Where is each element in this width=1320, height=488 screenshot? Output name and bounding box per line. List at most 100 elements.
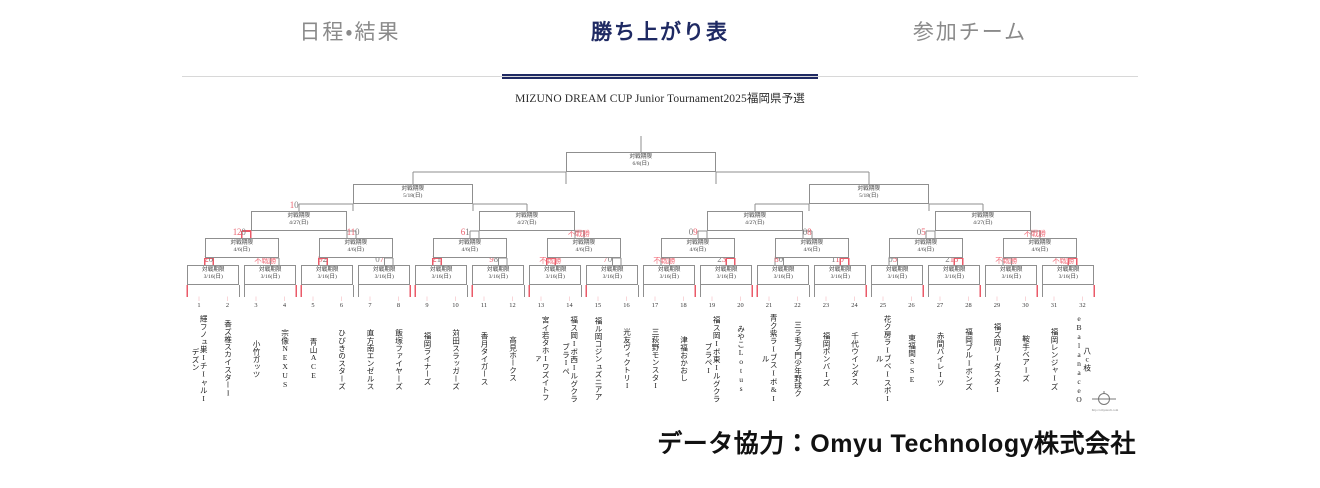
match-node[interactable]: 対戦期限 3/16(日) [700, 265, 753, 285]
match-node[interactable]: 対戦期限 4/6(日) [774, 238, 849, 258]
team-entry[interactable]: | 22 三ラ毛ブ門少年野球ク [778, 297, 818, 405]
match-node[interactable]: 対戦期限 3/16(日) [244, 265, 297, 285]
team-entry[interactable]: | 15 福ル岡コジンュズニアア [578, 297, 618, 405]
tab-schedule-results[interactable]: 日程・結果 [299, 21, 401, 44]
match-node[interactable]: 対戦期限 4/6(日) [660, 238, 735, 258]
match-deadline-label: 対戦期限 [430, 267, 453, 273]
match-node[interactable]: 対戦期限 5/18(日) [808, 184, 929, 204]
match-deadline-label: 対戦期限 [772, 267, 795, 273]
team-entry[interactable]: | 24 千代ウインダス [835, 297, 875, 405]
team-entry[interactable]: | 2 香ズ椎スカイスターI [208, 297, 248, 405]
match-deadline-date: 3/16(日) [1001, 274, 1021, 281]
match-node[interactable]: 対戦期限 3/16(日) [757, 265, 810, 285]
match-deadline-label: 対戦期限 [487, 267, 510, 273]
match-score: 不戦勝 [995, 256, 1018, 265]
team-entry[interactable]: | 16 光友ヴィクトリI [607, 297, 647, 405]
match-node[interactable]: 対戦期限 3/16(日) [415, 265, 468, 285]
match-node[interactable]: 対戦期限 6/8(日) [565, 152, 716, 172]
team-tick-icon: | [910, 297, 912, 302]
match-node[interactable]: 対戦期限 3/16(日) [529, 265, 582, 285]
team-entry[interactable]: | 13 宮イ若タホIワズイトファ [521, 297, 561, 405]
match-deadline-date: 3/16(日) [1058, 274, 1078, 281]
match-node[interactable]: 対戦期限 4/27(日) [250, 211, 347, 231]
match-deadline-label: 対戦期限 [886, 267, 909, 273]
team-tick-icon: | [369, 297, 371, 302]
tab-bracket[interactable]: 勝ち上がり表 [591, 21, 729, 44]
match-node[interactable]: 対戦期限 3/16(日) [586, 265, 639, 285]
team-entry[interactable]: | 8 飯塚ファイヤーズ [379, 297, 419, 405]
team-seed-number: 4 [282, 302, 287, 309]
match-deadline-date: 4/6(日) [233, 247, 250, 254]
match-deadline-label: 対戦期限 [316, 267, 339, 273]
match-node[interactable]: 対戦期限 4/6(日) [318, 238, 393, 258]
match-node[interactable]: 対戦期限 3/16(日) [187, 265, 240, 285]
team-entry[interactable]: | 14 福ス岡Iボ西IルグクラブラIペ [550, 297, 590, 405]
team-entry[interactable]: | 19 福ス岡Iボ東IルグクラブラペI [692, 297, 732, 405]
team-entry[interactable]: | 32 八c枝eBalanaceO [1063, 297, 1103, 405]
match-deadline-date: 3/16(日) [374, 274, 394, 281]
match-node[interactable]: 対戦期限 3/16(日) [358, 265, 411, 285]
score-right: 8 [493, 254, 499, 264]
team-entry[interactable]: | 3 小竹ガッツ [236, 297, 276, 405]
team-seed-number: 3 [254, 302, 258, 309]
match-node[interactable]: 対戦期限 3/16(日) [985, 265, 1038, 285]
team-entry[interactable]: | 18 津福おかおし [664, 297, 704, 405]
team-entry[interactable]: | 6 ひびきのスターズ [322, 297, 362, 405]
team-entry[interactable]: | 5 青山ACE [293, 297, 333, 405]
match-node[interactable]: 対戦期限 3/16(日) [643, 265, 696, 285]
team-entry[interactable]: | 1 輝フノュ巣IチIャルIデズン [179, 297, 219, 405]
team-name: 福ス岡Iボ西IルグクラブラIペ [561, 315, 579, 403]
match-node[interactable]: 対戦期限 4/6(日) [432, 238, 507, 258]
match-node[interactable]: 対戦期限 3/16(日) [1042, 265, 1095, 285]
tab-participating-teams[interactable]: 参加チーム [912, 21, 1028, 44]
team-name: 苅田スラッガーズ [451, 328, 461, 390]
match-deadline-date: 4/27(日) [745, 220, 765, 227]
match-node[interactable]: 対戦期限 4/6(日) [888, 238, 963, 258]
match-deadline-date: 4/27(日) [517, 220, 537, 227]
team-entry[interactable]: | 30 鞍手ベアIズ [1006, 297, 1046, 405]
score-right: 0 [355, 227, 360, 237]
omyu-watermark: http://omyutech.com [1082, 388, 1126, 414]
team-entry[interactable]: | 25 花ク房ラIブベIスボIル [863, 297, 903, 405]
team-entry[interactable]: | 28 福岡ブルIボンズ [949, 297, 989, 405]
team-entry[interactable]: | 10 苅田スラッガーズ [436, 297, 476, 405]
match-deadline-label: 対戦期限 [202, 267, 225, 273]
team-name: 高見ホークス [508, 336, 518, 382]
team-entry[interactable]: | 29 福ズ岡リIダスタI [977, 297, 1017, 405]
match-node[interactable]: 対戦期限 4/6(日) [546, 238, 621, 258]
match-node[interactable]: 対戦期限 5/18(日) [352, 184, 473, 204]
match-node[interactable]: 対戦期限 3/16(日) [871, 265, 924, 285]
score-left: 2 [432, 254, 437, 264]
match-score: 110 [831, 254, 844, 264]
team-entry[interactable]: | 7 直方南エンゼルス [350, 297, 390, 405]
match-deadline-date: 3/16(日) [659, 274, 679, 281]
team-tick-icon: | [1053, 297, 1055, 302]
match-node[interactable]: 対戦期限 3/16(日) [472, 265, 525, 285]
team-entry[interactable]: | 21 青ク紫ラIブスIボ&Iル [749, 297, 789, 405]
team-entry[interactable]: | 31 福岡レンジャIズ [1034, 297, 1074, 405]
team-entry[interactable]: | 11 香月タイガース [464, 297, 504, 405]
team-tick-icon: | [654, 297, 656, 302]
team-entry[interactable]: | 17 三萩野モンスタI [635, 297, 675, 405]
match-node[interactable]: 対戦期限 4/27(日) [934, 211, 1031, 231]
match-node[interactable]: 対戦期限 3/16(日) [814, 265, 867, 285]
score-left: 2 [945, 254, 950, 264]
score-left: 9 [489, 254, 494, 264]
team-entry[interactable]: | 9 福岡ライナーズ [407, 297, 447, 405]
team-entry[interactable]: | 27 赤間バイレIツ [920, 297, 960, 405]
team-entry[interactable]: | 4 宗像NEXUS [265, 297, 305, 405]
team-entry[interactable]: | 12 高見ホークス [493, 297, 533, 405]
match-node[interactable]: 対戦期限 3/16(日) [928, 265, 981, 285]
match-node[interactable]: 対戦期限 4/27(日) [478, 211, 575, 231]
match-node[interactable]: 対戦期限 4/6(日) [1002, 238, 1077, 258]
match-node[interactable]: 対戦期限 3/16(日) [301, 265, 354, 285]
team-name: 香ズ椎スカイスターI [223, 320, 233, 398]
team-entry[interactable]: | 23 福岡ボンバIズ [806, 297, 846, 405]
team-entry[interactable]: | 26 東福間SSE [892, 297, 932, 405]
team-entry[interactable]: | 20 みやこLotus [721, 297, 761, 405]
score-right: 9 [693, 227, 698, 237]
team-seed-number: 9 [425, 302, 429, 309]
match-node[interactable]: 対戦期限 4/6(日) [204, 238, 279, 258]
match-score: 120 [233, 227, 246, 237]
match-node[interactable]: 対戦期限 4/27(日) [706, 211, 803, 231]
